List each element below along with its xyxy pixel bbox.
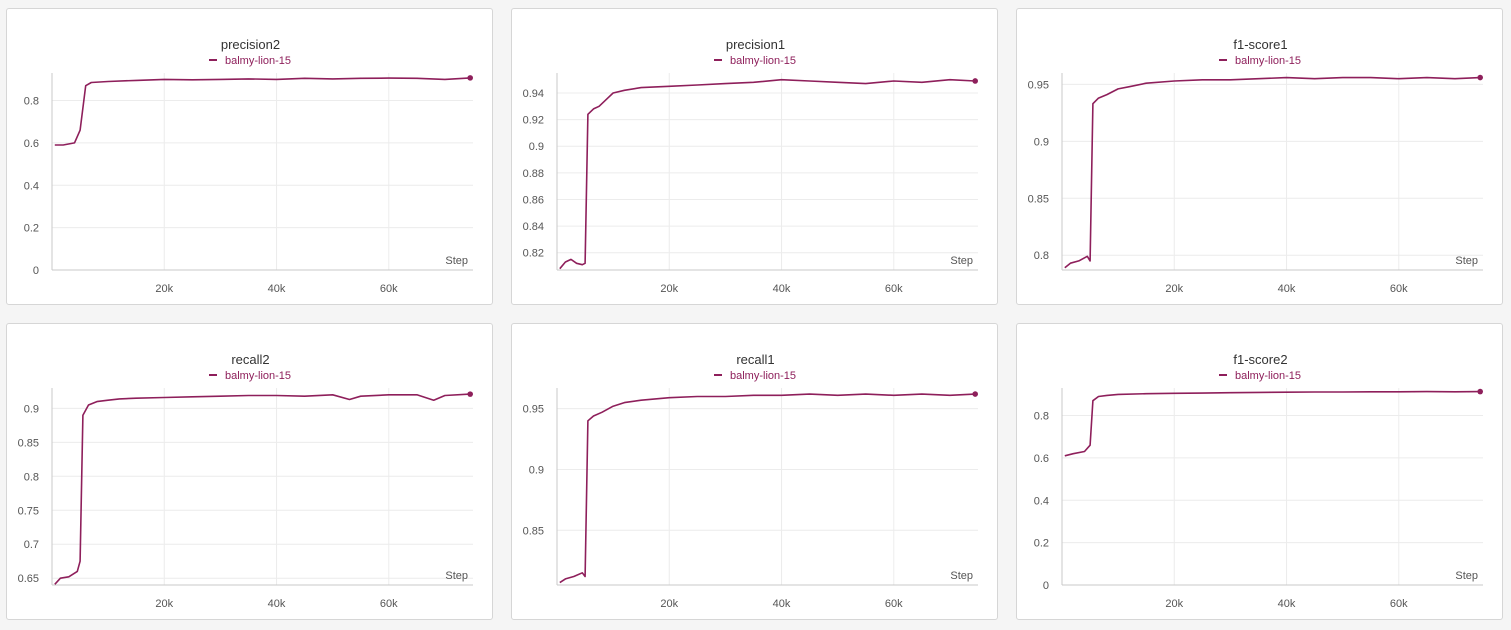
legend: balmy-lion-15 bbox=[714, 55, 796, 67]
y-tick-label: 0.2 bbox=[24, 223, 39, 235]
series-line[interactable] bbox=[54, 393, 471, 585]
chart-panel-precision2[interactable]: precision2 balmy-lion-15 0 0.2 0.4 0.6 0.8 20k 4… bbox=[6, 8, 493, 305]
x-tick-label: 60k bbox=[885, 283, 903, 295]
series-line[interactable] bbox=[559, 78, 976, 270]
series-line[interactable] bbox=[559, 393, 976, 584]
chart-title: recall1 bbox=[736, 352, 774, 367]
legend-label: balmy-lion-15 bbox=[225, 370, 291, 382]
x-tick-label: 60k bbox=[380, 283, 398, 295]
y-tick-label: 0.8 bbox=[1034, 411, 1049, 423]
y-tick-label: 0.2 bbox=[1034, 538, 1049, 550]
legend: balmy-lion-15 bbox=[1219, 370, 1301, 382]
y-tick-label: 0.6 bbox=[1034, 453, 1049, 465]
legend-label: balmy-lion-15 bbox=[730, 55, 796, 67]
legend: balmy-lion-15 bbox=[1219, 55, 1301, 67]
x-tick-label: 60k bbox=[885, 598, 903, 610]
y-tick-label: 0.86 bbox=[523, 194, 544, 206]
x-axis-label: Step bbox=[1455, 255, 1478, 267]
y-tick-label: 0.95 bbox=[1028, 79, 1049, 91]
chart-panel-recall1[interactable]: recall1 balmy-lion-15 0.85 0.9 0.95 20k 40k 60k… bbox=[511, 323, 998, 620]
series-endpoint bbox=[1477, 74, 1483, 81]
x-axis-label: Step bbox=[445, 570, 468, 582]
y-tick-label: 0.95 bbox=[523, 404, 544, 416]
y-tick-label: 0.7 bbox=[24, 539, 39, 551]
y-tick-label: 0.84 bbox=[523, 221, 544, 233]
legend-label: balmy-lion-15 bbox=[730, 370, 796, 382]
y-tick-label: 0.8 bbox=[24, 96, 39, 108]
x-axis-label: Step bbox=[445, 255, 468, 267]
chart-panel-f1-score1[interactable]: f1-score1 balmy-lion-15 0.8 0.85 0.9 0.95 20k 4… bbox=[1016, 8, 1503, 305]
x-axis-label: Step bbox=[950, 570, 973, 582]
x-tick-label: 20k bbox=[155, 598, 173, 610]
series-endpoint bbox=[467, 391, 473, 397]
x-tick-label: 60k bbox=[1390, 283, 1408, 295]
series-line[interactable] bbox=[1064, 76, 1481, 269]
chart-svg: precision1 balmy-lion-15 0.82 0.84 0.86 0.88 0… bbox=[523, 37, 978, 295]
x-tick-label: 20k bbox=[155, 283, 173, 295]
y-tick-label: 0.92 bbox=[523, 115, 544, 127]
chart-svg: recall1 balmy-lion-15 0.85 0.9 0.95 20k 40k 60k… bbox=[523, 352, 978, 610]
series-line[interactable] bbox=[1064, 390, 1481, 457]
legend: balmy-lion-15 bbox=[209, 370, 291, 382]
series-endpoint bbox=[972, 391, 978, 397]
y-tick-label: 0.8 bbox=[24, 471, 39, 483]
x-axis-label: Step bbox=[1455, 570, 1478, 582]
x-tick-label: 40k bbox=[1278, 283, 1296, 295]
chart-title: precision2 bbox=[221, 37, 280, 52]
legend: balmy-lion-15 bbox=[714, 370, 796, 382]
chart-title: precision1 bbox=[726, 37, 785, 52]
x-tick-label: 40k bbox=[268, 598, 286, 610]
x-tick-label: 20k bbox=[660, 283, 678, 295]
chart-panel-recall2[interactable]: recall2 balmy-lion-15 0.65 0.7 0.75 0.8 0.85 0.… bbox=[6, 323, 493, 620]
x-tick-label: 40k bbox=[773, 598, 791, 610]
y-tick-label: 0.4 bbox=[1034, 495, 1049, 507]
series-endpoint bbox=[972, 78, 978, 84]
y-tick-label: 0.9 bbox=[1034, 136, 1049, 148]
x-tick-label: 20k bbox=[1165, 598, 1183, 610]
y-tick-label: 0 bbox=[33, 265, 39, 277]
series-line[interactable] bbox=[54, 77, 471, 146]
y-tick-label: 0 bbox=[1043, 580, 1049, 592]
chart-svg: recall2 balmy-lion-15 0.65 0.7 0.75 0.8 0.85 0.… bbox=[18, 352, 473, 610]
legend: balmy-lion-15 bbox=[209, 55, 291, 67]
x-tick-label: 40k bbox=[773, 283, 791, 295]
series-endpoint bbox=[467, 75, 473, 81]
y-tick-label: 0.82 bbox=[523, 248, 544, 260]
legend-label: balmy-lion-15 bbox=[1235, 55, 1301, 67]
x-tick-label: 60k bbox=[1390, 598, 1408, 610]
y-tick-label: 0.8 bbox=[1034, 250, 1049, 262]
y-tick-label: 0.4 bbox=[24, 180, 39, 192]
y-tick-label: 0.88 bbox=[523, 168, 544, 180]
x-tick-label: 60k bbox=[380, 598, 398, 610]
legend-label: balmy-lion-15 bbox=[1235, 370, 1301, 382]
y-tick-label: 0.65 bbox=[18, 573, 39, 585]
x-tick-label: 20k bbox=[1165, 283, 1183, 295]
x-axis-label: Step bbox=[950, 255, 973, 267]
y-tick-label: 0.85 bbox=[523, 525, 544, 537]
chart-svg: f1-score2 balmy-lion-15 0 0.2 0.4 0.6 0.8 20k 40… bbox=[1034, 352, 1483, 610]
x-tick-label: 20k bbox=[660, 598, 678, 610]
y-tick-label: 0.9 bbox=[529, 464, 544, 476]
series-endpoint bbox=[1477, 388, 1483, 395]
y-tick-label: 0.6 bbox=[24, 138, 39, 150]
x-tick-label: 40k bbox=[268, 283, 286, 295]
y-tick-label: 0.85 bbox=[18, 437, 39, 449]
y-tick-label: 0.94 bbox=[523, 88, 544, 100]
chart-svg: f1-score1 balmy-lion-15 0.8 0.85 0.9 0.95 20k 4… bbox=[1028, 37, 1483, 295]
chart-panel-f1-score2[interactable]: f1-score2 balmy-lion-15 0 0.2 0.4 0.6 0.8 20k 40… bbox=[1016, 323, 1503, 620]
y-tick-label: 0.9 bbox=[24, 403, 39, 415]
chart-title: f1-score1 bbox=[1233, 37, 1287, 52]
x-tick-label: 40k bbox=[1278, 598, 1296, 610]
y-tick-label: 0.85 bbox=[1028, 193, 1049, 205]
chart-title: recall2 bbox=[231, 352, 269, 367]
y-tick-label: 0.9 bbox=[529, 141, 544, 153]
chart-title: f1-score2 bbox=[1233, 352, 1287, 367]
chart-svg: precision2 balmy-lion-15 0 0.2 0.4 0.6 0.8 20k 4… bbox=[24, 37, 473, 295]
chart-panel-precision1[interactable]: precision1 balmy-lion-15 0.82 0.84 0.86 0.88 0… bbox=[511, 8, 998, 305]
y-tick-label: 0.75 bbox=[18, 505, 39, 517]
legend-label: balmy-lion-15 bbox=[225, 55, 291, 67]
